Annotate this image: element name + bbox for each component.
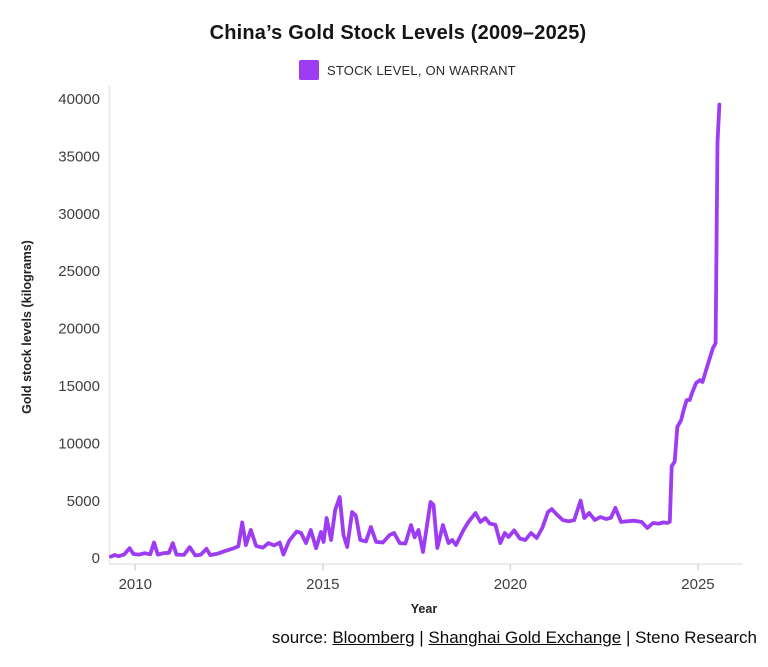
y-tick-label: 40000: [58, 91, 100, 108]
y-tick-labels: 0 5000 10000 15000 20000 25000 30000 35000 40000: [58, 91, 100, 567]
source-line: source: Bloomberg | Shanghai Gold Exchan…: [272, 628, 757, 648]
source-prefix: source:: [271, 628, 333, 647]
legend-swatch-icon: [299, 60, 319, 80]
x-tick-label: 2010: [119, 576, 152, 593]
source-link-shanghai-gold-exchange[interactable]: Shanghai Gold Exchange: [428, 628, 622, 647]
x-axis-title: Year: [410, 602, 438, 616]
source-suffix: Steno Research: [635, 628, 757, 647]
y-tick-label: 20000: [58, 321, 100, 338]
y-axis-title: Gold stock levels (kilograms): [20, 240, 34, 414]
y-tick-label: 10000: [58, 435, 100, 452]
y-tick-label: 25000: [58, 263, 100, 280]
x-tick-marks: [134, 564, 699, 571]
y-tick-label: 0: [92, 550, 100, 567]
y-tick-label: 15000: [58, 378, 100, 395]
stock-level-series-line: [109, 102, 722, 559]
y-tick-label: 30000: [58, 206, 100, 223]
source-separator: |: [621, 628, 636, 647]
x-tick-label: 2015: [306, 576, 339, 593]
y-tick-label: 35000: [58, 148, 100, 165]
legend-label: STOCK LEVEL, ON WARRANT: [327, 62, 516, 78]
y-tick-label: 5000: [67, 493, 100, 510]
x-tick-label: 2020: [494, 576, 527, 593]
source-link-bloomberg[interactable]: Bloomberg: [332, 628, 415, 647]
chart-title: China’s Gold Stock Levels (2009–2025): [209, 22, 587, 44]
source-separator: |: [414, 628, 429, 647]
x-tick-label: 2025: [681, 576, 714, 593]
legend: STOCK LEVEL, ON WARRANT: [299, 60, 516, 80]
plot-area: 2010 2015 2020 2025 0 5000 10000 15000 20000 250…: [58, 86, 743, 593]
x-tick-labels: 2010 2015 2020 2025: [119, 576, 715, 593]
